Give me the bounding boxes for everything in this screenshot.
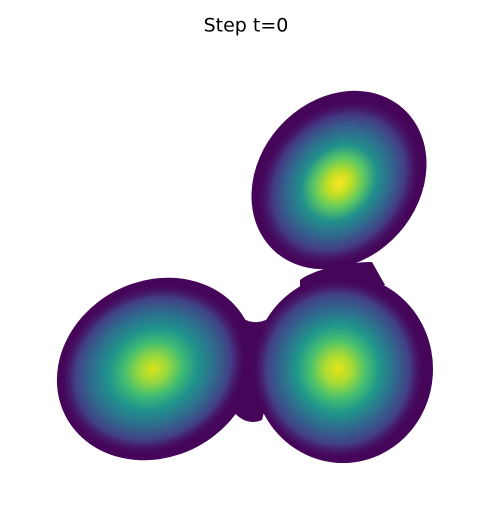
peak [59, 283, 247, 455]
chart-title: Step t=0 [204, 15, 289, 37]
density-contours [56, 90, 433, 463]
peak [252, 279, 424, 459]
peak [257, 99, 421, 267]
